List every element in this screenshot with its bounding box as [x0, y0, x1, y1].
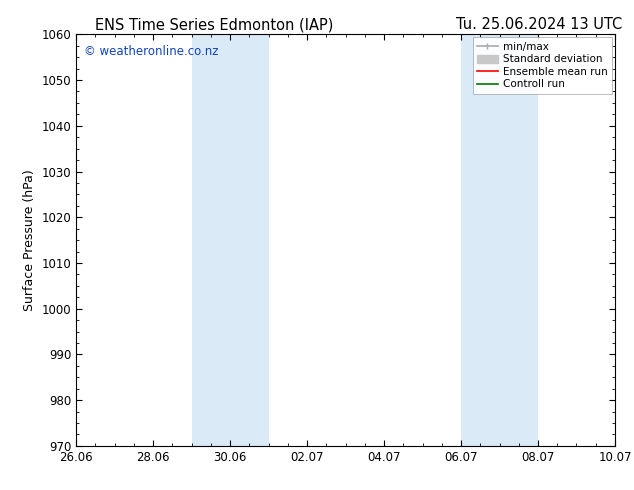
Text: © weatheronline.co.nz: © weatheronline.co.nz — [84, 45, 219, 58]
Bar — [191, 34, 269, 446]
Bar — [461, 34, 538, 446]
Text: ENS Time Series Edmonton (IAP): ENS Time Series Edmonton (IAP) — [95, 17, 333, 32]
Legend: min/max, Standard deviation, Ensemble mean run, Controll run: min/max, Standard deviation, Ensemble me… — [473, 37, 612, 94]
Text: Tu. 25.06.2024 13 UTC: Tu. 25.06.2024 13 UTC — [456, 17, 623, 32]
Y-axis label: Surface Pressure (hPa): Surface Pressure (hPa) — [23, 169, 36, 311]
